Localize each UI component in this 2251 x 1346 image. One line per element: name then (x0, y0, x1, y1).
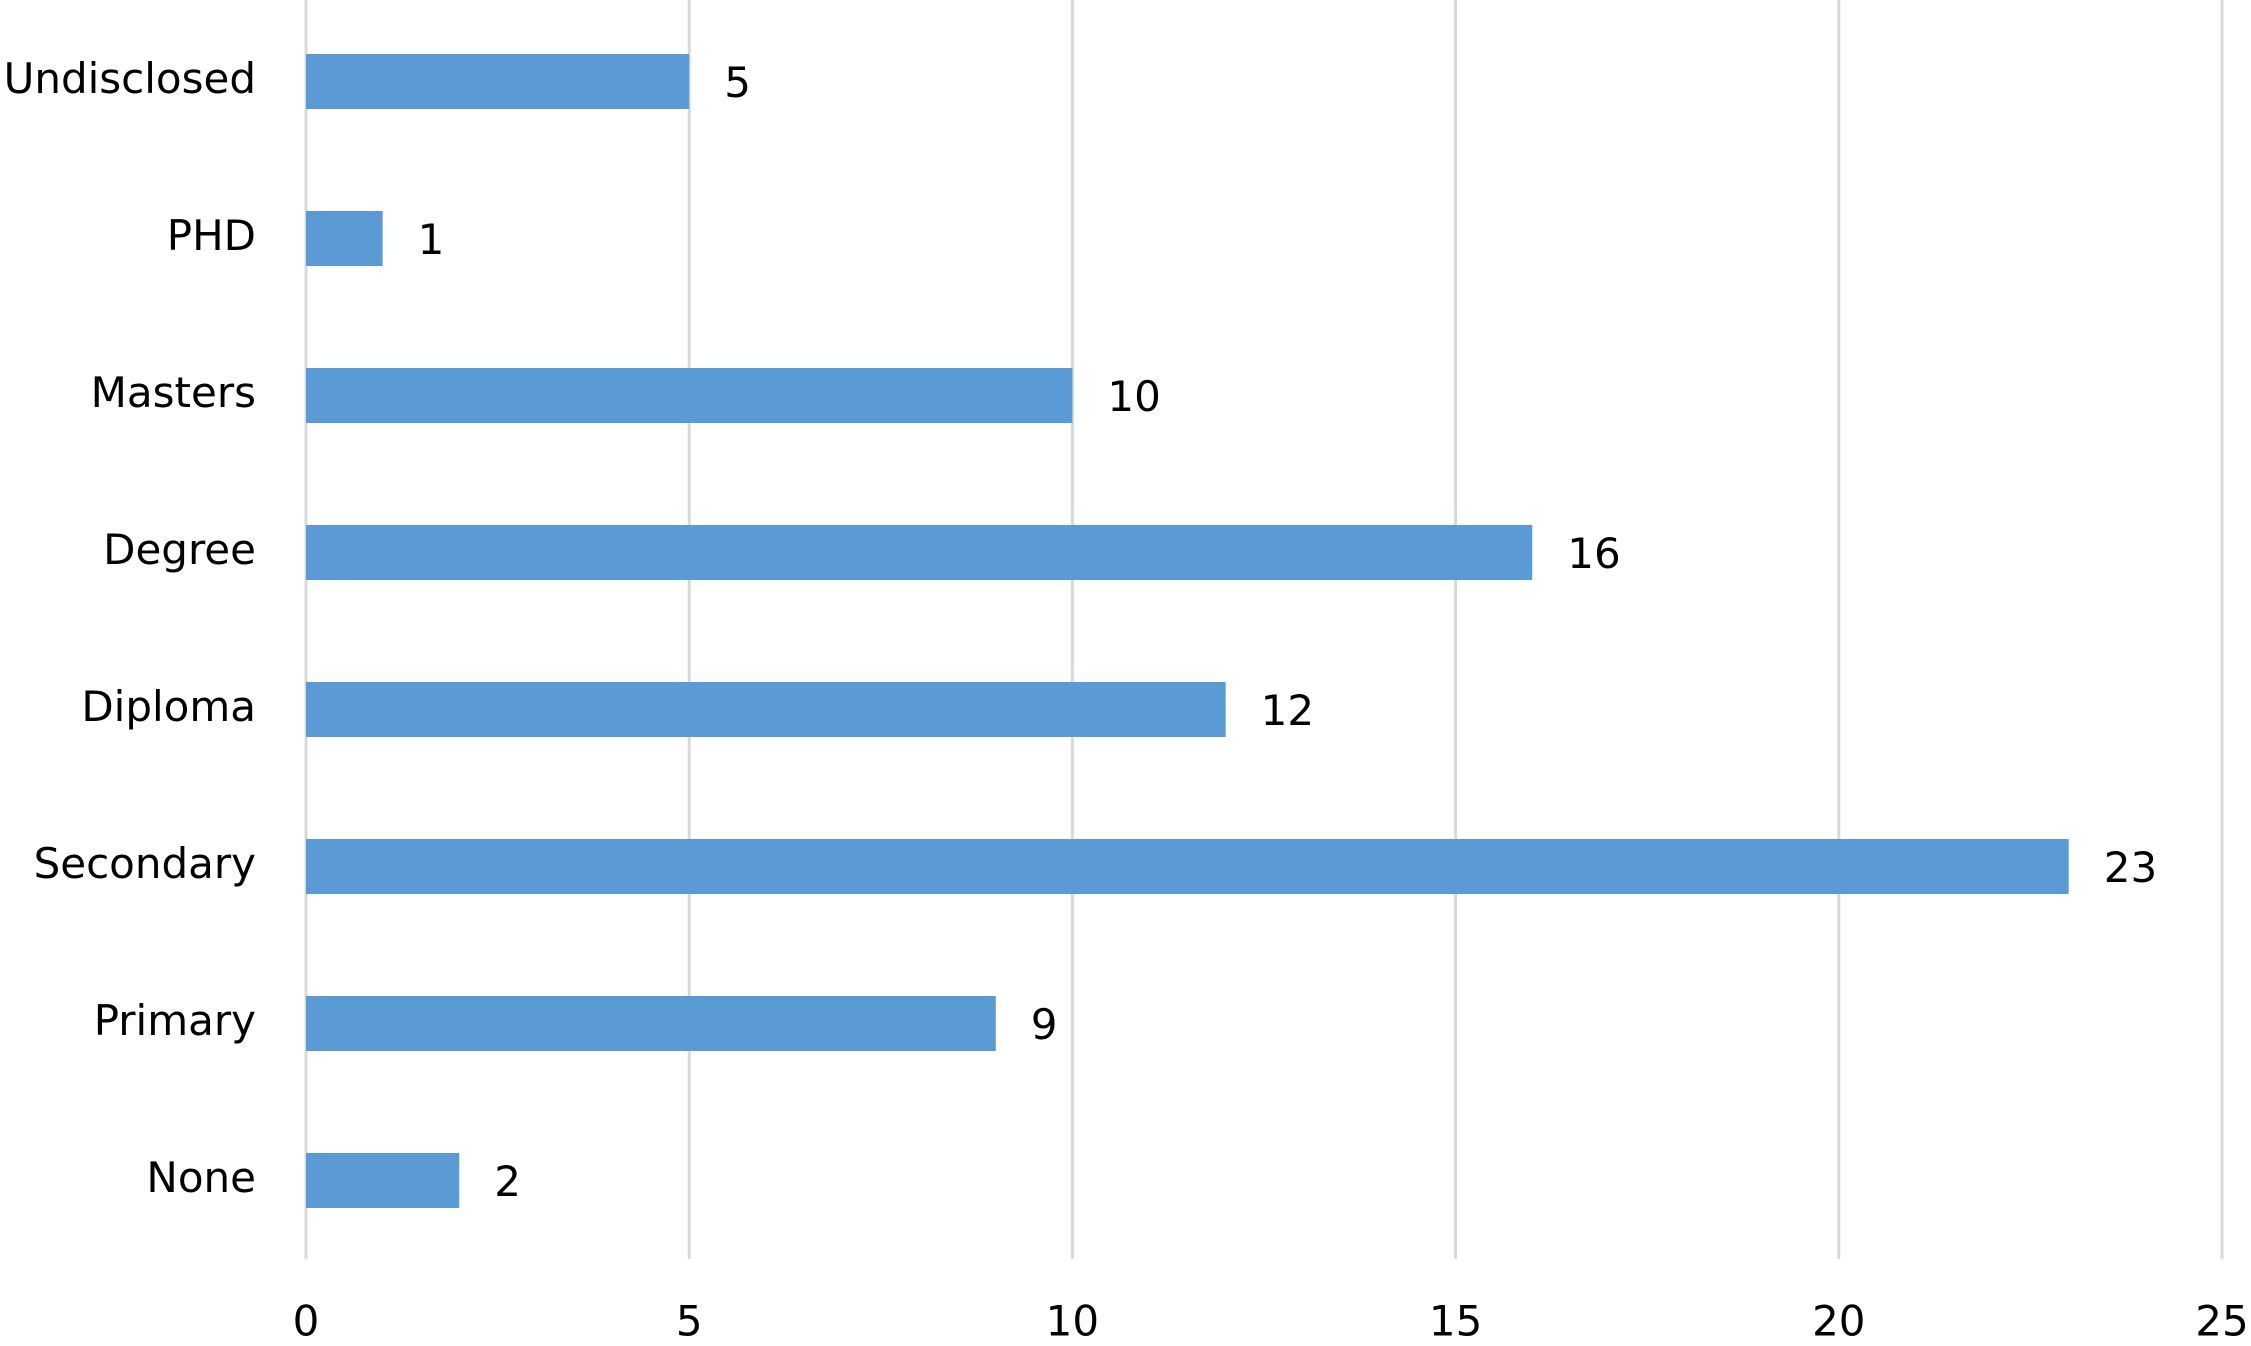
x-tick-label: 20 (1812, 1297, 1865, 1346)
bar (306, 211, 383, 266)
y-tick-label: Diploma (81, 682, 256, 731)
value-label: 12 (1261, 686, 1314, 735)
bar (306, 368, 1073, 423)
y-tick-label: Secondary (34, 839, 256, 888)
y-tick-label: None (146, 1153, 256, 1202)
x-tick-label: 25 (2195, 1297, 2248, 1346)
value-label: 23 (2104, 843, 2157, 892)
bar (306, 1153, 460, 1208)
x-tick-label: 5 (676, 1297, 703, 1346)
bar (306, 996, 996, 1051)
x-tick-label: 0 (293, 1297, 320, 1346)
value-label: 10 (1107, 372, 1160, 421)
x-tick-label: 10 (1046, 1297, 1099, 1346)
value-label: 16 (1567, 529, 1620, 578)
value-label: 2 (494, 1157, 521, 1206)
y-tick-label: Undisclosed (4, 54, 256, 103)
value-label: 5 (724, 58, 751, 107)
y-tick-label: PHD (167, 211, 256, 260)
value-label: 1 (418, 215, 445, 264)
value-label: 9 (1031, 1000, 1058, 1049)
y-tick-label: Degree (103, 525, 256, 574)
bar (306, 54, 690, 109)
bar (306, 682, 1226, 737)
y-tick-label: Primary (94, 996, 256, 1045)
x-tick-label: 15 (1429, 1297, 1482, 1346)
bar (306, 525, 1533, 580)
y-tick-label: Masters (91, 368, 256, 417)
bar (306, 839, 2069, 894)
